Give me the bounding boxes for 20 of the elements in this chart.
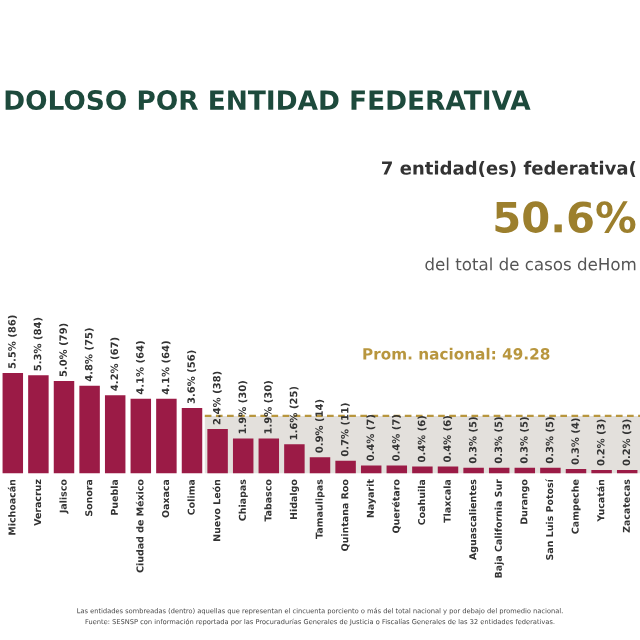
bar [207, 429, 228, 474]
bar [2, 372, 24, 474]
bar [309, 457, 331, 474]
text: del total de casos deHom [425, 257, 636, 271]
text: 7 entidad(es) federativa( [382, 160, 636, 177]
bar [181, 408, 203, 474]
chart-title: DOLOSO POR ENTIDAD FEDERATIVA [5, 90, 531, 111]
bar [104, 395, 126, 474]
bar [258, 438, 280, 474]
bar [232, 438, 254, 474]
bar [360, 465, 382, 474]
bar [335, 460, 356, 474]
text: 50.6% [495, 201, 636, 233]
bar [28, 375, 49, 474]
bar [130, 398, 152, 474]
bar [386, 465, 408, 474]
bar [284, 444, 305, 474]
bar [156, 398, 177, 474]
bar [53, 381, 75, 474]
bar [79, 385, 100, 474]
